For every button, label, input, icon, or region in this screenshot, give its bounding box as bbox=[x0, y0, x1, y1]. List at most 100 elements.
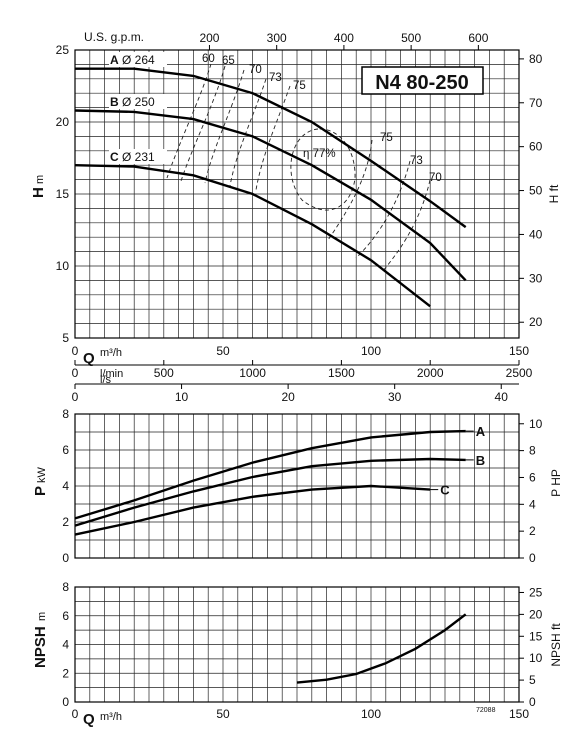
npsh-ytick-label: 0 bbox=[62, 695, 69, 709]
q-tick-label: 50 bbox=[216, 344, 230, 358]
npsh-grid bbox=[74, 586, 520, 703]
efficiency-label: η 77% bbox=[303, 148, 336, 160]
npsh-right-tick-label: 25 bbox=[529, 585, 543, 599]
power-grid bbox=[74, 413, 520, 559]
ls-tick-label: 10 bbox=[175, 390, 189, 404]
power-right-tick-label: 2 bbox=[529, 524, 536, 538]
head-right-tick-label: 80 bbox=[529, 52, 543, 66]
head-right-tick-label: 50 bbox=[529, 184, 543, 198]
power-ytick-label: 4 bbox=[62, 479, 69, 493]
power-ylabel-unit: kW bbox=[36, 467, 48, 484]
power-curve-label-b: B bbox=[476, 453, 485, 468]
npsh-right-tick-label: 10 bbox=[529, 651, 543, 665]
npsh-xtick-label: 50 bbox=[216, 707, 230, 721]
gpm-tick-label: 200 bbox=[199, 31, 219, 45]
lmin-axis-label: l/min bbox=[100, 368, 123, 380]
head-ytick-label: 25 bbox=[56, 43, 70, 57]
efficiency-label: 73 bbox=[410, 155, 423, 167]
power-ytick-label: 2 bbox=[62, 515, 69, 529]
power-right-tick-label: 6 bbox=[529, 470, 536, 484]
head-curve-label-bg bbox=[109, 94, 167, 109]
npsh-xtick-label: 100 bbox=[361, 707, 381, 721]
efficiency-curve bbox=[327, 139, 373, 241]
head-curve-name-a: A bbox=[110, 53, 119, 67]
head-curve-name-b: B bbox=[110, 95, 119, 109]
efficiency-label: 70 bbox=[429, 172, 442, 184]
power-right-tick-label: 0 bbox=[529, 551, 536, 565]
head-ylabel-right: H ft bbox=[547, 184, 561, 203]
head-curve-diameter-c: Ø 231 bbox=[122, 150, 155, 164]
q-tick-label: 100 bbox=[361, 344, 381, 358]
power-frame bbox=[74, 413, 520, 559]
head-ytick-label: 10 bbox=[56, 259, 70, 273]
npsh-ytick-label: 8 bbox=[62, 580, 69, 594]
power-curve-label-c: C bbox=[440, 483, 450, 498]
figure-code: 72088 bbox=[476, 707, 496, 714]
power-right-tick-label: 4 bbox=[529, 497, 536, 511]
gpm-tick-label: 500 bbox=[401, 31, 421, 45]
ls-tick-label: 40 bbox=[495, 390, 509, 404]
npsh-frame bbox=[74, 586, 520, 703]
ls-tick-label: 0 bbox=[72, 390, 79, 404]
efficiency-label: 65 bbox=[222, 55, 235, 67]
npsh-xtick-label: 150 bbox=[509, 707, 529, 721]
npsh-xtick-label: 0 bbox=[72, 707, 79, 721]
head-frame bbox=[74, 49, 520, 339]
head-ytick-label: 5 bbox=[62, 331, 69, 345]
efficiency-curve bbox=[166, 63, 212, 179]
head-curve-name-c: C bbox=[110, 150, 119, 164]
head-curve-b bbox=[74, 109, 467, 282]
npsh-ylabel: NPSH bbox=[32, 626, 49, 668]
power-ylabel-right: P HP bbox=[549, 469, 563, 497]
efficiency-curve bbox=[204, 69, 245, 184]
title-box bbox=[361, 66, 484, 95]
efficiency-label: 75 bbox=[380, 132, 393, 144]
q-axis-unit: m³/h bbox=[100, 347, 122, 359]
npsh-ylabel-unit: m bbox=[36, 612, 48, 621]
efficiency-curves bbox=[166, 63, 431, 273]
npsh-right-tick-label: 0 bbox=[529, 695, 536, 709]
head-right-tick-label: 30 bbox=[529, 271, 543, 285]
npsh-right-tick-label: 15 bbox=[529, 629, 543, 643]
head-right-tick-label: 70 bbox=[529, 96, 543, 110]
npsh-x-axis-unit: m³/h bbox=[100, 711, 122, 723]
head-curve-diameter-b: Ø 250 bbox=[122, 95, 155, 109]
q-axis-label: Q bbox=[83, 350, 95, 367]
efficiency-label: 73 bbox=[269, 72, 282, 84]
efficiency-curve bbox=[290, 128, 356, 211]
head-curve-a bbox=[75, 67, 467, 229]
npsh-right-tick-label: 20 bbox=[529, 607, 543, 621]
head-ylabel-unit: m bbox=[34, 175, 46, 184]
power-ytick-label: 8 bbox=[62, 407, 69, 421]
power-curve-b bbox=[74, 457, 466, 527]
power-curve-label-a: A bbox=[476, 424, 486, 439]
ls-axis-label: l/s bbox=[100, 374, 112, 386]
head-curve-c bbox=[74, 164, 431, 308]
q-tick-label: 150 bbox=[509, 344, 529, 358]
efficiency-curve bbox=[355, 160, 411, 259]
power-curve-a bbox=[74, 429, 466, 520]
efficiency-label: 70 bbox=[249, 64, 262, 76]
power-ylabel: P bbox=[32, 486, 49, 496]
efficiency-label: 60 bbox=[202, 53, 215, 65]
efficiency-curve bbox=[255, 85, 291, 191]
head-curve-label-bg bbox=[109, 149, 167, 164]
npsh-ytick-label: 4 bbox=[62, 638, 69, 652]
npsh-right-tick-label: 5 bbox=[529, 673, 536, 687]
npsh-ylabel-right: NPSH ft bbox=[549, 623, 563, 667]
head-curve-diameter-a: Ø 264 bbox=[122, 53, 155, 67]
lmin-tick-label: 1000 bbox=[239, 366, 266, 380]
npsh-curve bbox=[296, 613, 467, 684]
power-curve-c bbox=[74, 484, 431, 536]
head-ytick-label: 20 bbox=[56, 115, 70, 129]
power-right-tick-label: 8 bbox=[529, 444, 536, 458]
gpm-tick-label: 300 bbox=[267, 31, 287, 45]
gpm-tick-label: 600 bbox=[468, 31, 488, 45]
lmin-tick-label: 2500 bbox=[506, 366, 533, 380]
lmin-tick-label: 2000 bbox=[417, 366, 444, 380]
lmin-tick-label: 500 bbox=[154, 366, 174, 380]
q-tick-label: 0 bbox=[72, 344, 79, 358]
gpm-axis-label: U.S. g.p.m. bbox=[84, 30, 144, 44]
power-ytick-label: 0 bbox=[62, 551, 69, 565]
